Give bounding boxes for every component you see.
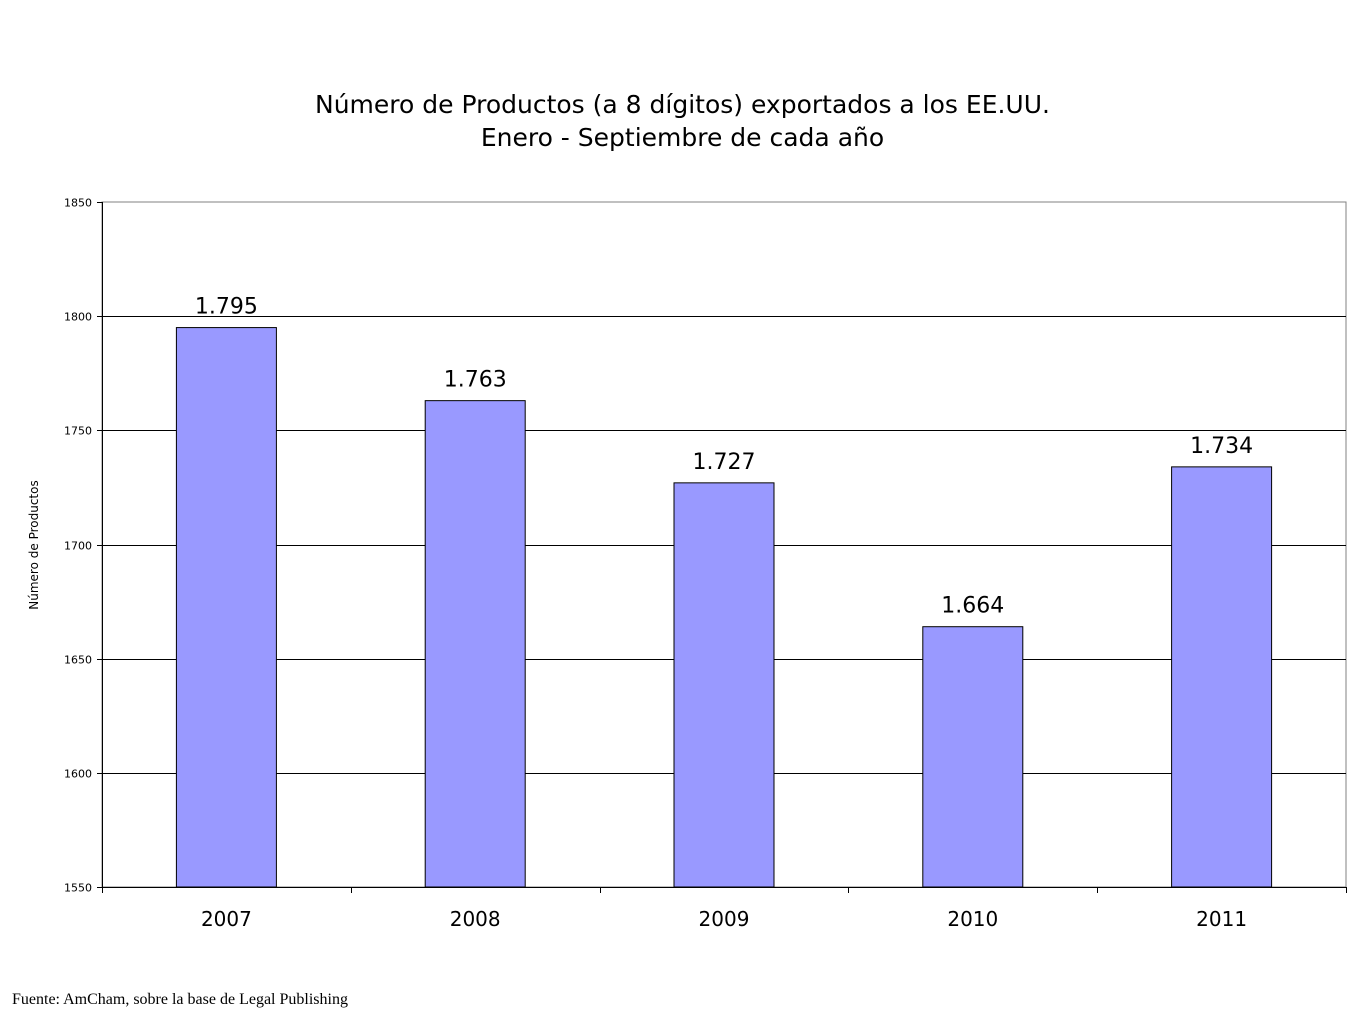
bar-value-label: 1.727 — [693, 450, 756, 475]
chart-title-line1: Número de Productos (a 8 dígitos) export… — [315, 90, 1050, 119]
source-note: Fuente: AmCham, sobre la base de Legal P… — [12, 991, 348, 1008]
x-tick-label: 2007 — [201, 907, 252, 931]
y-axis-label: Número de Productos — [27, 480, 41, 609]
y-tick-label: 1600 — [64, 768, 92, 781]
bar-value-label: 1.763 — [444, 368, 507, 393]
y-tick-label: 1650 — [64, 654, 92, 667]
bar — [175, 327, 277, 888]
x-tick-label: 2008 — [450, 907, 501, 931]
x-tick-label: 2009 — [699, 907, 750, 931]
chart-subtitle: Enero - Septiembre de cada año — [480, 123, 885, 152]
bar — [1171, 466, 1273, 888]
x-tick-label: 2011 — [1196, 907, 1247, 931]
bar — [424, 400, 526, 888]
chart-title: Número de Productos (a 8 dígitos) export… — [0, 88, 1365, 154]
axes — [97, 202, 1347, 893]
labels: 1550 1600 1650 1700 1750 1800 1850 1.795 2007 1.7… — [64, 197, 1253, 932]
y-tick-label: 1550 — [64, 882, 92, 895]
y-tick-label: 1850 — [64, 197, 92, 210]
x-tick-label: 2010 — [947, 907, 998, 931]
bar-value-label: 1.734 — [1190, 434, 1253, 459]
bar-value-label: 1.664 — [941, 594, 1004, 619]
bar — [673, 482, 775, 888]
bars — [175, 327, 1273, 888]
y-tick-label: 1750 — [64, 425, 92, 438]
y-tick-label: 1700 — [64, 540, 92, 553]
y-tick-label: 1800 — [64, 311, 92, 324]
bar-value-label: 1.795 — [195, 295, 258, 320]
bar — [922, 626, 1024, 888]
